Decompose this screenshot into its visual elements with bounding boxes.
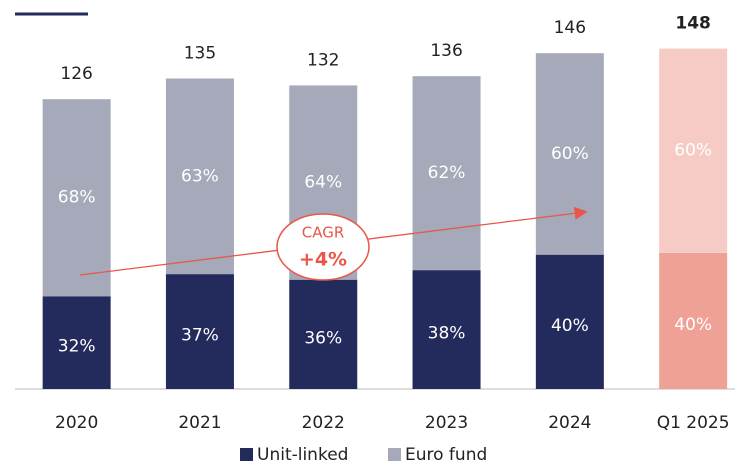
- bar-segment: [165, 78, 234, 275]
- segment-label: 62%: [428, 163, 466, 183]
- total-label: 132: [307, 50, 339, 70]
- cagr-label: CAGR: [302, 224, 345, 242]
- segment-label: 37%: [181, 326, 219, 346]
- total-label: 148: [675, 14, 711, 34]
- bar-segment: [535, 53, 604, 255]
- bar-segment: [412, 270, 481, 389]
- x-tick-label: 2022: [302, 413, 345, 433]
- bar-segment: [659, 48, 728, 253]
- segment-label: 60%: [551, 144, 589, 164]
- total-label: 146: [554, 18, 586, 38]
- x-tick-label: 2020: [55, 413, 98, 433]
- total-label: 126: [60, 64, 92, 84]
- bar-segment: [659, 252, 728, 389]
- total-label: 136: [430, 41, 462, 61]
- segment-label: 63%: [181, 166, 219, 186]
- bar-segment: [535, 254, 604, 389]
- x-tick-label: 2023: [425, 413, 468, 433]
- legend-swatch: [388, 448, 401, 461]
- x-tick-label: Q1 2025: [657, 413, 730, 433]
- total-label: 135: [184, 44, 216, 64]
- segment-label: 60%: [674, 141, 712, 161]
- bar-segment: [289, 279, 358, 389]
- cagr-bubble: [276, 213, 370, 281]
- segment-label: 40%: [674, 315, 712, 335]
- legend-label: Euro fund: [405, 445, 487, 465]
- segment-label: 64%: [304, 173, 342, 193]
- segment-label: 40%: [551, 316, 589, 336]
- cagr-value: +4%: [299, 249, 347, 271]
- x-tick-label: 2021: [178, 413, 221, 433]
- bar-segment: [412, 76, 481, 271]
- legend-label: Unit-linked: [257, 445, 348, 465]
- segment-label: 68%: [58, 188, 96, 208]
- bar-segment: [165, 274, 234, 389]
- segment-label: 36%: [304, 328, 342, 348]
- bar-segment: [42, 99, 111, 297]
- legend-swatch: [240, 448, 253, 461]
- x-tick-label: 2024: [548, 413, 591, 433]
- bar-segment: [42, 296, 111, 389]
- segment-label: 38%: [428, 324, 466, 344]
- segment-label: 32%: [58, 337, 96, 357]
